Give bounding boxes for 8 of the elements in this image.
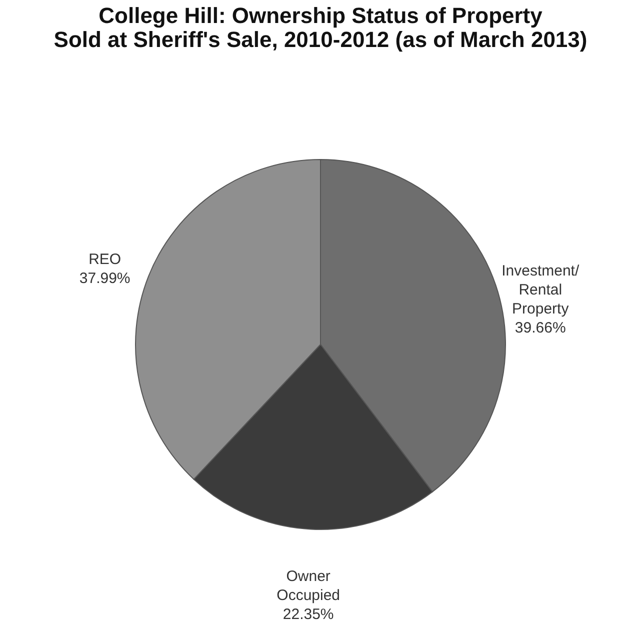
data-label: 22.35% — [282, 606, 334, 624]
slice-label: REO — [88, 251, 122, 268]
slice-label: Investment/ Rental Property — [502, 262, 580, 318]
slice-label: Owner Occupied — [276, 568, 340, 604]
data-label: 37.99% — [79, 270, 130, 288]
data-label: 39.66% — [514, 319, 566, 336]
text: Sold at Sheriff's Sale, 2010-2012 (as of March 2013) — [54, 27, 588, 52]
text: College Hill: Ownership Status of Property — [98, 3, 542, 28]
